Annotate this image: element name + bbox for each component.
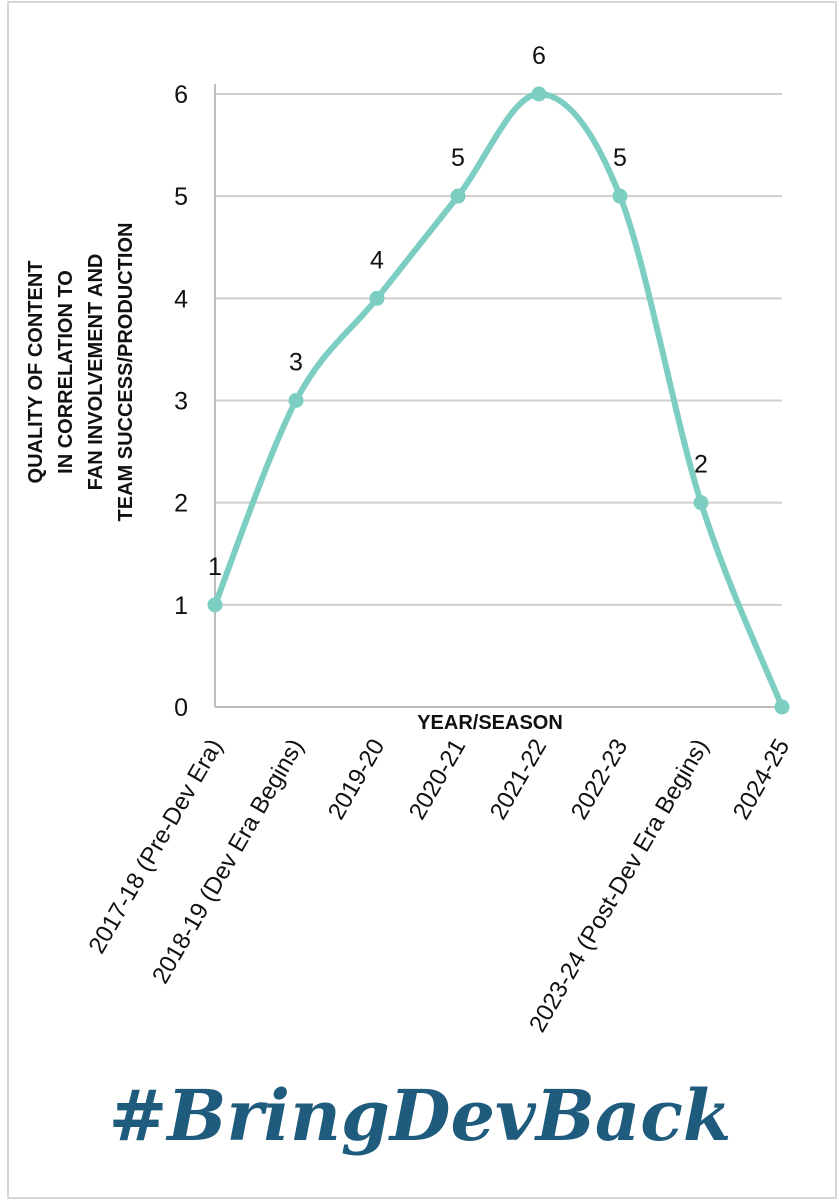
data-label: 6 — [532, 42, 546, 70]
y-tick-label: 1 — [174, 592, 188, 620]
data-label: 2 — [694, 451, 708, 479]
data-label: 3 — [289, 349, 303, 377]
data-label: 5 — [451, 144, 465, 172]
x-tick-label: 2023-24 (Post-Dev Era Begins) — [524, 735, 714, 1037]
x-tick-label: 2020-21 — [404, 735, 471, 825]
y-axis-title-line-3: FAN INVOLVEMENT AND — [85, 254, 107, 491]
y-tick-label: 5 — [174, 183, 188, 211]
x-tick-label: 2019-20 — [323, 735, 390, 825]
data-point — [774, 699, 790, 715]
data-point — [612, 188, 628, 204]
data-labels: 1 3 4 5 6 5 2 — [208, 42, 708, 581]
y-tick-label: 0 — [174, 694, 188, 722]
y-tick-label: 3 — [174, 388, 188, 416]
gridlines — [215, 93, 782, 708]
data-label: 5 — [613, 144, 627, 172]
series — [207, 86, 790, 715]
y-tick-label: 6 — [174, 81, 188, 109]
x-axis-title: YEAR/SEASON — [417, 712, 563, 734]
data-label: 1 — [208, 553, 222, 581]
y-tick-label: 4 — [174, 285, 188, 313]
data-point — [288, 393, 304, 408]
data-point — [693, 495, 709, 511]
data-label: 4 — [370, 246, 384, 274]
data-point — [450, 188, 466, 204]
data-point — [369, 290, 385, 306]
y-axis-title-line-2: IN CORRELATION TO — [55, 270, 77, 474]
y-axis-title-line-1: QUALITY OF CONTENT — [25, 261, 47, 484]
data-point — [207, 597, 223, 613]
y-tick-label: 2 — [174, 490, 188, 518]
chart-frame — [7, 1, 837, 1199]
x-tick-labels: 2017-18 (Pre-Dev Era)2018-19 (Dev Era Be… — [83, 735, 795, 1037]
y-axis-title-line-4: TEAM SUCCESS/PRODUCTION — [115, 223, 137, 522]
x-tick-label: 2021-22 — [485, 735, 552, 825]
y-tick-labels: 0 1 2 3 4 5 6 — [174, 81, 188, 722]
y-axis-title: QUALITY OF CONTENT IN CORRELATION TO FAN… — [25, 223, 137, 522]
data-point — [531, 86, 547, 102]
watermark-hashtag: #BringDevBack — [109, 1074, 732, 1157]
x-tick-label: 2022-23 — [566, 735, 633, 825]
x-tick-label: 2024-25 — [728, 735, 795, 825]
x-tick-label: 2018-19 (Dev Era Begins) — [147, 735, 309, 989]
